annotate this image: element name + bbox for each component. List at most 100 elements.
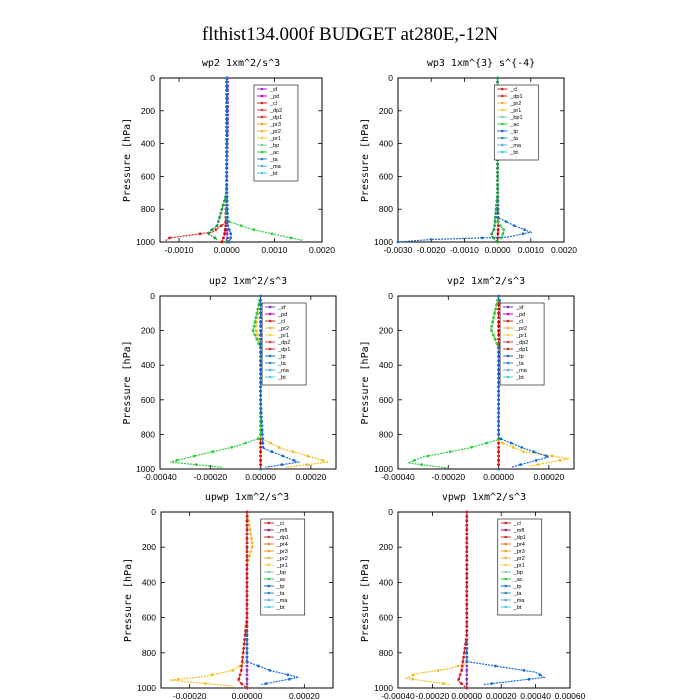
legend-label: _bt: [515, 375, 524, 381]
data-point: [245, 642, 249, 646]
data-point: [497, 450, 500, 454]
legend-label: _ma: [515, 368, 528, 374]
y-axis-label: Pressure [hPa]: [360, 118, 371, 202]
legend-label: _ma: [276, 598, 289, 604]
data-point: [465, 545, 469, 549]
data-point: [245, 510, 249, 514]
data-point: [245, 523, 249, 527]
data-point: [465, 589, 469, 593]
data-point: [225, 113, 229, 117]
data-point: [207, 232, 211, 236]
x-tick-label: 0.0020: [551, 245, 577, 255]
data-point: [465, 554, 469, 558]
data-point: [462, 651, 466, 655]
data-point: [413, 458, 416, 462]
data-point: [465, 682, 469, 685]
x-tick-label: -0.0010: [165, 245, 194, 255]
legend-marker: [500, 122, 504, 126]
legend-marker: [267, 591, 271, 595]
legend-label: _ta: [509, 136, 519, 142]
legend-label: _sf: [277, 305, 286, 311]
data-point: [259, 303, 262, 307]
series-line-pr1: [169, 511, 254, 687]
data-point: [494, 207, 498, 211]
data-point: [225, 150, 229, 154]
data-point: [497, 407, 500, 410]
data-point: [225, 162, 229, 166]
data-point: [255, 337, 259, 341]
data-point: [480, 236, 484, 240]
data-point: [260, 424, 264, 428]
legend-label: _ta: [269, 157, 279, 163]
x-tick-label: 0.00020: [295, 472, 326, 482]
data-point: [259, 458, 262, 462]
data-point: [497, 294, 500, 298]
y-tick-label: 0: [150, 291, 155, 301]
data-point: [220, 207, 224, 211]
data-point: [465, 664, 469, 668]
legend-marker: [504, 584, 508, 588]
y-tick-label: 400: [141, 360, 155, 370]
data-point: [496, 240, 499, 244]
data-point: [259, 333, 262, 337]
data-point: [464, 642, 467, 646]
data-point: [305, 463, 309, 467]
data-point: [260, 420, 264, 423]
data-point: [497, 337, 500, 341]
data-point: [225, 183, 229, 187]
legend-marker: [500, 143, 504, 147]
data-point: [460, 664, 464, 668]
legend-marker: [260, 129, 264, 133]
x-tick-label: 0.00060: [555, 691, 586, 700]
data-point: [259, 441, 262, 445]
data-point: [225, 101, 229, 104]
series-line-tp: [260, 296, 301, 468]
data-point: [259, 454, 262, 458]
data-point: [465, 611, 469, 615]
chart-panel-4: vp2 1xm^2/s^3 Pressure [hPa] 0 200 400 600 800…: [360, 276, 575, 482]
data-point: [222, 199, 226, 203]
data-point: [225, 191, 229, 195]
data-point: [465, 603, 469, 606]
data-point: [259, 402, 263, 406]
data-point: [219, 224, 223, 228]
data-point: [225, 125, 229, 129]
data-point: [522, 669, 526, 672]
legend-marker: [260, 164, 264, 168]
data-point: [225, 195, 229, 199]
legend-marker: [260, 157, 264, 161]
y-tick-label: 400: [379, 577, 393, 587]
data-point: [527, 677, 531, 681]
data-point: [227, 240, 231, 244]
chart-panel-2: wp3 1xm^{3} s^{-4} Pressure [hPa] 0 200 400 6…: [360, 58, 577, 255]
data-point: [198, 232, 202, 236]
data-point: [225, 134, 229, 137]
data-point: [256, 307, 260, 311]
data-point: [245, 554, 249, 558]
chart-title: vp2 1xm^2/s^3: [447, 276, 525, 287]
legend-label: _ta: [513, 591, 523, 597]
chart-title: up2 1xm^2/s^3: [209, 276, 287, 287]
data-point: [490, 324, 494, 328]
legend-marker: [260, 115, 264, 119]
data-point: [259, 359, 262, 363]
data-point: [461, 660, 465, 663]
data-point: [499, 437, 503, 441]
x-tick-label: -0.00020: [194, 472, 228, 482]
data-point: [465, 523, 469, 527]
legend-marker: [267, 584, 271, 588]
data-point: [214, 228, 218, 232]
legend-label: _pr3: [513, 549, 525, 555]
data-point: [259, 355, 262, 358]
data-point: [512, 224, 516, 228]
legend-label: _sf: [269, 87, 278, 93]
data-point: [248, 554, 252, 558]
legend-box: [493, 84, 539, 161]
data-point: [470, 445, 473, 449]
data-point: [225, 142, 229, 146]
y-tick-label: 600: [141, 395, 155, 405]
legend-label: _dp1: [277, 347, 290, 353]
y-tick-label: 1000: [136, 464, 155, 474]
legend-marker: [504, 556, 508, 560]
data-point: [544, 454, 548, 458]
